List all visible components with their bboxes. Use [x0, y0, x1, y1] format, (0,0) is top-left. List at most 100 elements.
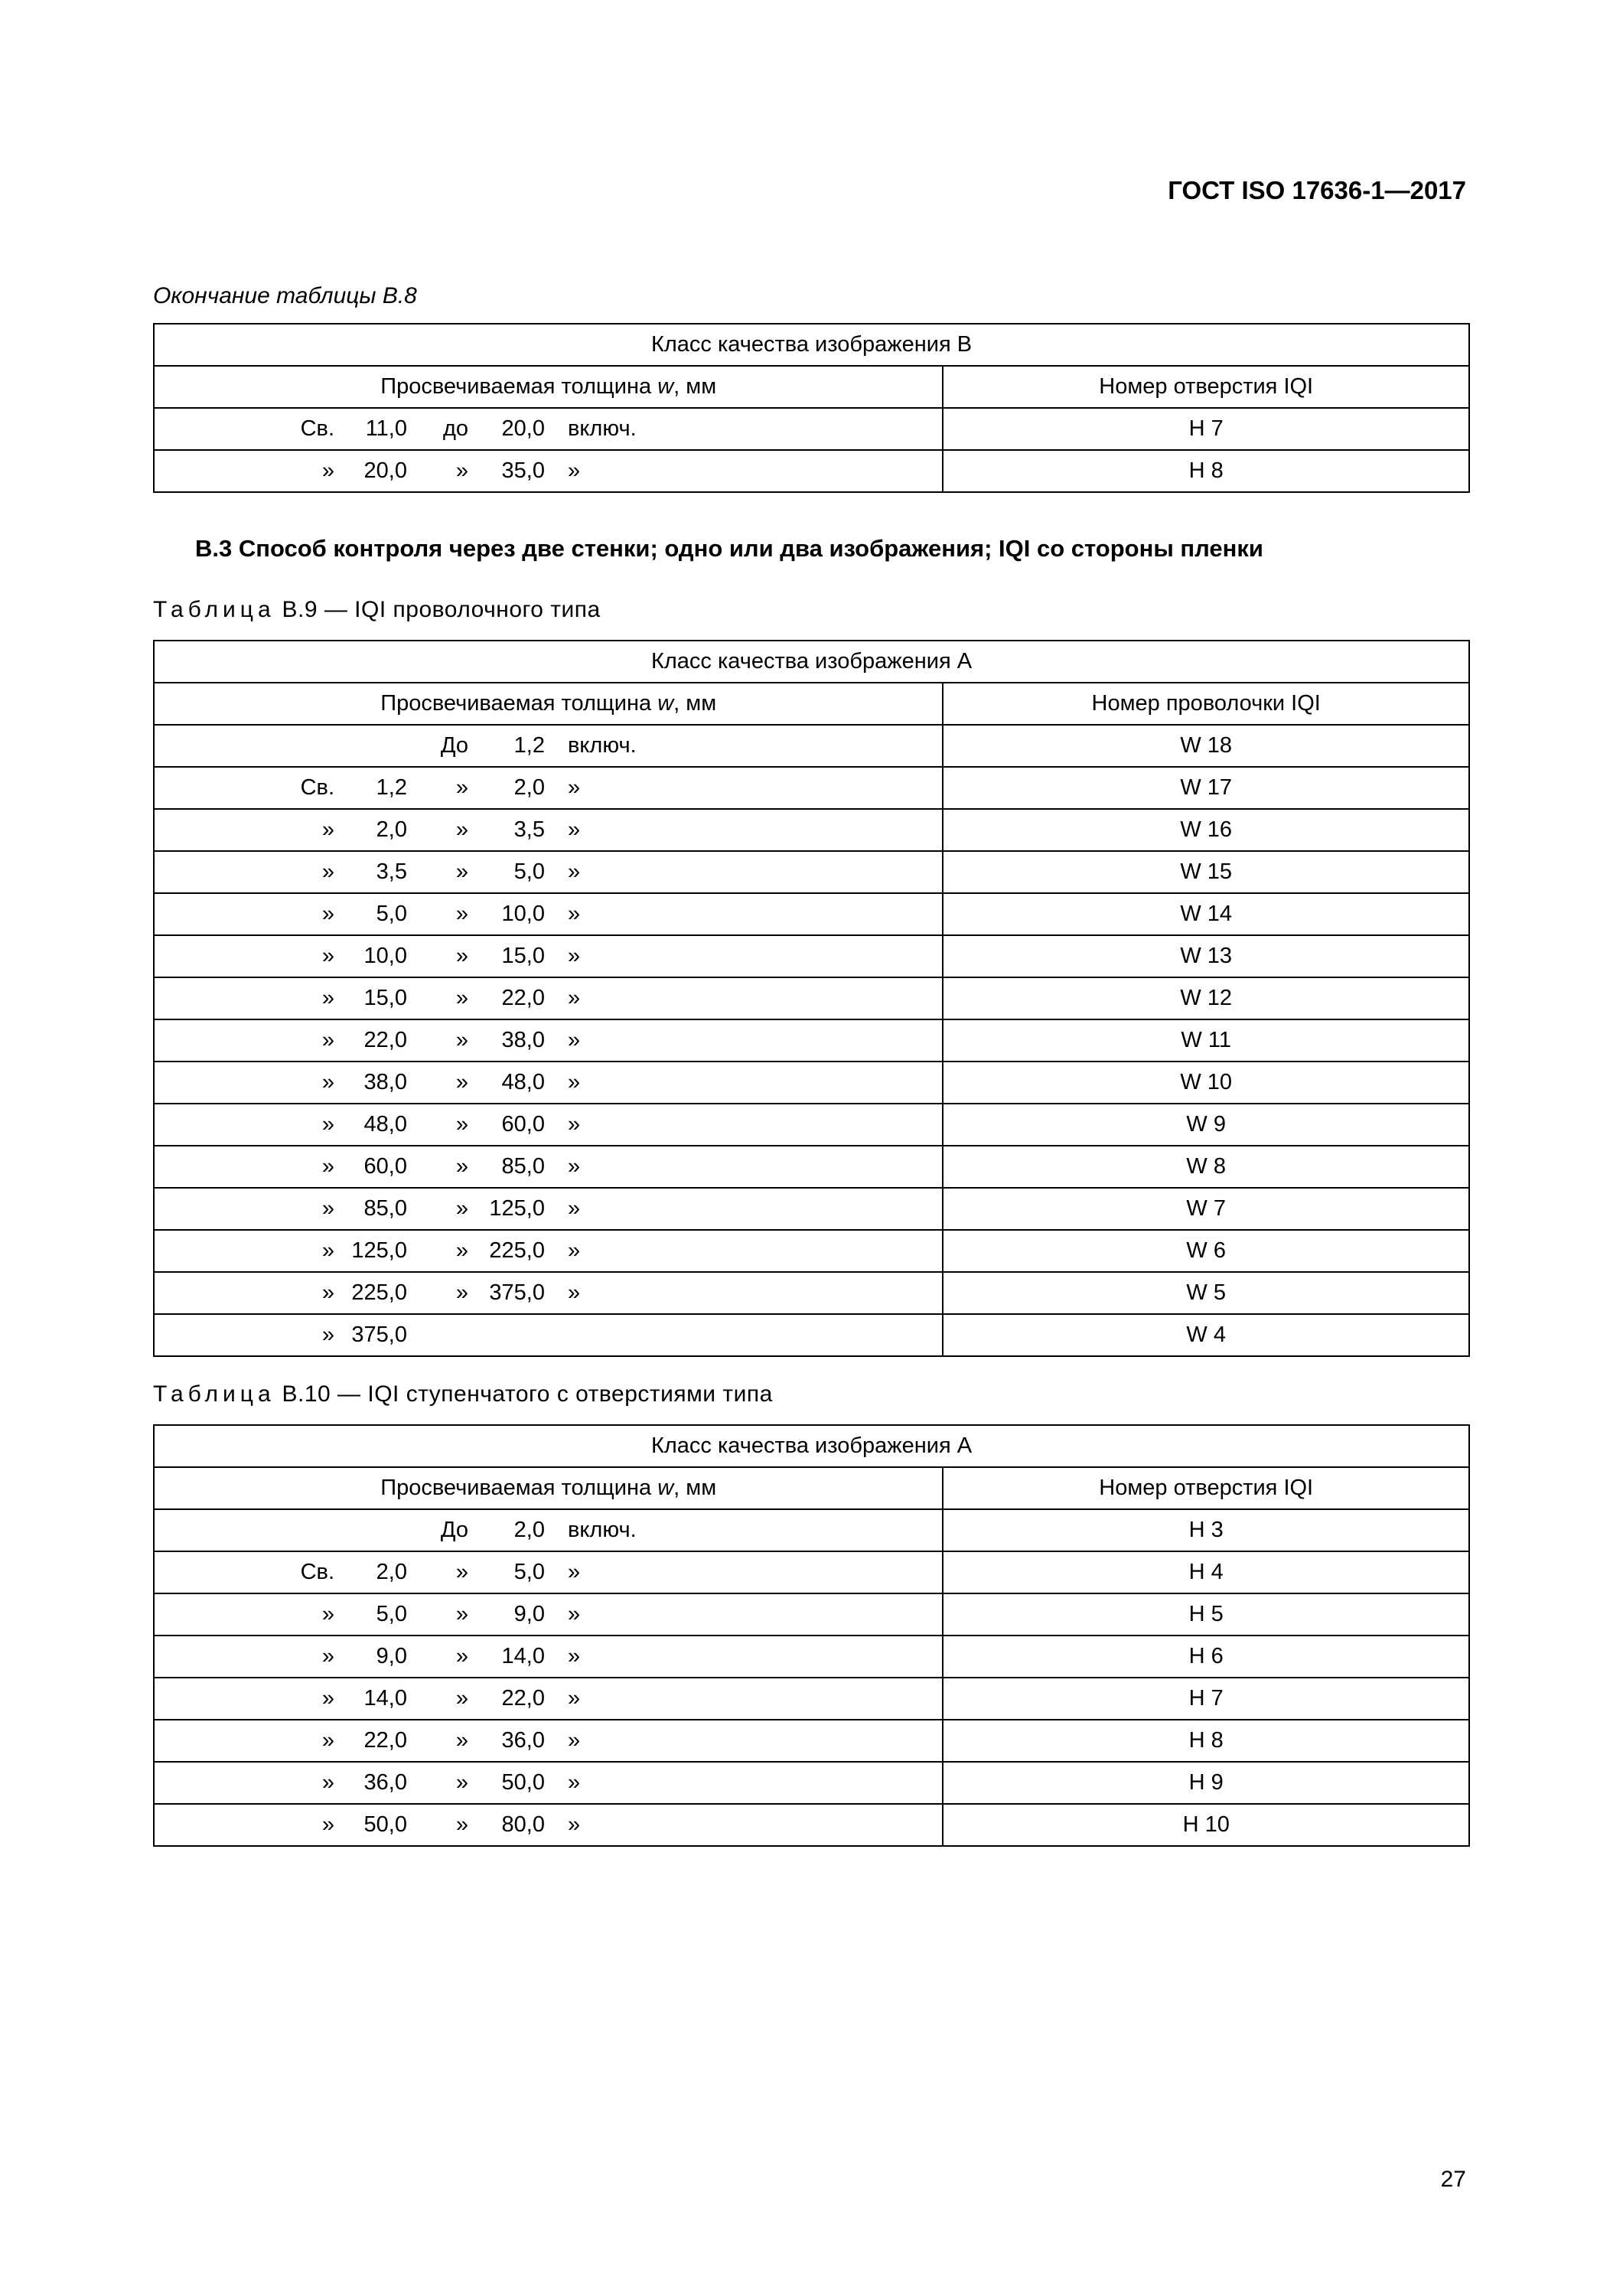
section-b3-heading: B.3 Способ контроля через две стенки; од… — [195, 535, 1470, 563]
table-b9-row: »38,0»48,0»W 10 — [154, 1062, 1469, 1104]
range-from-label: » — [281, 1280, 334, 1306]
iqi-value: W 14 — [943, 893, 1469, 935]
range-from-value: 85,0 — [334, 1196, 407, 1221]
range-line: »3,5»5,0» — [155, 859, 942, 885]
table-b8-col-iqi: Номер отверстия IQI — [943, 366, 1469, 408]
range-suffix: » — [568, 775, 580, 801]
col-unit: , мм — [673, 374, 716, 399]
table-b10-col-thickness: Просвечиваемая толщина w, мм — [154, 1467, 943, 1509]
iqi-value: H 7 — [943, 1678, 1469, 1720]
range-to-label: » — [415, 986, 468, 1011]
range-from-value: 375,0 — [334, 1322, 407, 1348]
table-b8-col-thickness: Просвечиваемая толщина w, мм — [154, 366, 943, 408]
table-b9-row: »3,5»5,0»W 15 — [154, 851, 1469, 893]
range-line: »225,0»375,0» — [155, 1280, 942, 1306]
range-to-label: » — [415, 1280, 468, 1306]
range-line: »20,0»35,0» — [155, 458, 942, 484]
range-line: »5,0»9,0» — [155, 1602, 942, 1627]
range-from-label: » — [281, 1028, 334, 1053]
range-from-label: » — [281, 944, 334, 969]
range-line: »36,0»50,0» — [155, 1770, 942, 1795]
table-b8-class-header: Класс качества изображения B — [154, 324, 1469, 366]
range-line: До2,0включ. — [155, 1518, 942, 1543]
thickness-cell: »15,0»22,0» — [154, 977, 943, 1019]
range-from-label: » — [281, 1070, 334, 1095]
range-suffix: » — [568, 817, 580, 843]
range-to-value: 80,0 — [468, 1812, 545, 1838]
col-var: w — [657, 1476, 673, 1500]
range-from-label: » — [281, 1602, 334, 1627]
table-b9-row: »85,0»125,0»W 7 — [154, 1188, 1469, 1230]
range-to-label: До — [415, 1518, 468, 1543]
range-from-label: » — [281, 1644, 334, 1669]
range-from-label: » — [281, 1322, 334, 1348]
range-line: Св.11,0до20,0включ. — [155, 416, 942, 442]
table-b10-row: Св.2,0»5,0»H 4 — [154, 1551, 1469, 1593]
thickness-cell: Св.11,0до20,0включ. — [154, 408, 943, 450]
caption-prefix: Таблица — [153, 597, 275, 622]
col-var: w — [657, 374, 673, 399]
range-to-label: » — [415, 1770, 468, 1795]
range-from-value: 15,0 — [334, 986, 407, 1011]
range-line: »2,0»3,5» — [155, 817, 942, 843]
range-to-label: » — [415, 1238, 468, 1264]
range-line: »10,0»15,0» — [155, 944, 942, 969]
range-to-value: 14,0 — [468, 1644, 545, 1669]
range-to-value: 2,0 — [468, 1518, 545, 1543]
range-from-label: » — [281, 1686, 334, 1711]
range-to-label: » — [415, 1196, 468, 1221]
table-b8-row: Св.11,0до20,0включ.H 7 — [154, 408, 1469, 450]
table-b10-row: »50,0»80,0»H 10 — [154, 1804, 1469, 1846]
range-to-value: 10,0 — [468, 902, 545, 927]
range-from-value: 38,0 — [334, 1070, 407, 1095]
range-from-value: 1,2 — [334, 775, 407, 801]
range-from-value: 125,0 — [334, 1238, 407, 1264]
table-b9-row: До1,2включ.W 18 — [154, 725, 1469, 767]
range-line: »9,0»14,0» — [155, 1644, 942, 1669]
range-to-value: 1,2 — [468, 733, 545, 758]
range-to-value: 20,0 — [468, 416, 545, 442]
thickness-cell: »5,0»10,0» — [154, 893, 943, 935]
range-to-value: 375,0 — [468, 1280, 545, 1306]
range-to-label: » — [415, 458, 468, 484]
page: ГОСТ ISO 17636-1—2017 Окончание таблицы … — [0, 0, 1623, 2296]
iqi-value: W 5 — [943, 1272, 1469, 1314]
range-suffix: » — [568, 1812, 580, 1838]
table-b10: Класс качества изображения A Просвечивае… — [153, 1424, 1470, 1847]
table-b9-row: »5,0»10,0»W 14 — [154, 893, 1469, 935]
range-to-value: 3,5 — [468, 817, 545, 843]
table-b9-row: »22,0»38,0»W 11 — [154, 1019, 1469, 1062]
iqi-value: W 12 — [943, 977, 1469, 1019]
range-from-value: 2,0 — [334, 817, 407, 843]
table-b9: Класс качества изображения A Просвечивае… — [153, 640, 1470, 1357]
range-suffix: » — [568, 1196, 580, 1221]
iqi-value: W 8 — [943, 1146, 1469, 1188]
range-line: »85,0»125,0» — [155, 1196, 942, 1221]
range-suffix: » — [568, 1070, 580, 1095]
thickness-cell: »3,5»5,0» — [154, 851, 943, 893]
range-line: »60,0»85,0» — [155, 1154, 942, 1179]
iqi-value: H 8 — [943, 1720, 1469, 1762]
table-b9-row: »2,0»3,5»W 16 — [154, 809, 1469, 851]
col-label: Просвечиваемая толщина — [380, 691, 657, 716]
range-from-label: » — [281, 1238, 334, 1264]
range-to-label: » — [415, 817, 468, 843]
iqi-value: W 17 — [943, 767, 1469, 809]
thickness-cell: »36,0»50,0» — [154, 1762, 943, 1804]
range-suffix: » — [568, 859, 580, 885]
thickness-cell: »48,0»60,0» — [154, 1104, 943, 1146]
range-to-value: 36,0 — [468, 1728, 545, 1753]
col-unit: , мм — [673, 1476, 716, 1500]
table-b9-row: »125,0»225,0»W 6 — [154, 1230, 1469, 1272]
range-line: »125,0»225,0» — [155, 1238, 942, 1264]
range-to-label: » — [415, 1028, 468, 1053]
thickness-cell: »14,0»22,0» — [154, 1678, 943, 1720]
range-to-label: » — [415, 859, 468, 885]
range-suffix: » — [568, 1560, 580, 1585]
col-var: w — [657, 691, 673, 716]
iqi-value: W 4 — [943, 1314, 1469, 1356]
range-line: »22,0»38,0» — [155, 1028, 942, 1053]
thickness-cell: »85,0»125,0» — [154, 1188, 943, 1230]
document-code: ГОСТ ISO 17636-1—2017 — [1168, 176, 1466, 205]
range-from-value: 3,5 — [334, 859, 407, 885]
